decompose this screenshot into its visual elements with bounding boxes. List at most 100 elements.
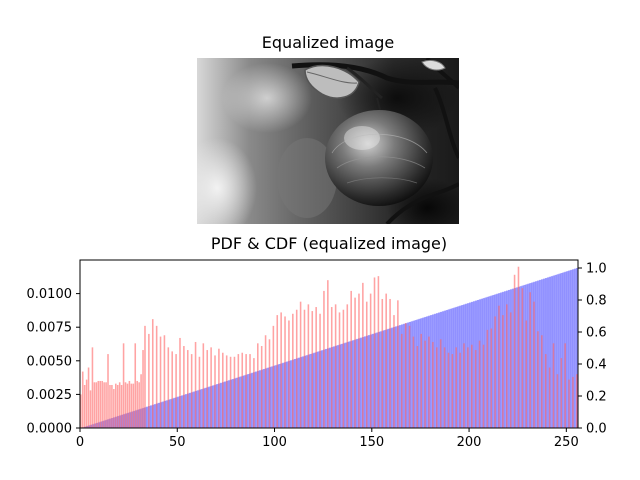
pdf-bar bbox=[101, 380, 103, 428]
cdf-bar bbox=[165, 400, 168, 428]
y-left-tick-label: 0.0075 bbox=[27, 321, 73, 336]
pdf-bar bbox=[202, 343, 205, 428]
pdf-bar bbox=[327, 280, 329, 428]
pdf-bar bbox=[237, 354, 240, 428]
pdf-bar bbox=[142, 350, 144, 428]
pdf-bar bbox=[564, 343, 566, 428]
x-tick-label: 0 bbox=[76, 435, 84, 450]
pdf-bar bbox=[109, 384, 111, 428]
pdf-bar bbox=[272, 325, 275, 428]
pdf-bar bbox=[122, 343, 125, 428]
cdf-bar bbox=[519, 286, 522, 428]
pdf-bar bbox=[210, 347, 212, 428]
cdf-bar bbox=[469, 302, 472, 428]
pdf-bar bbox=[103, 382, 105, 428]
pdf-bar bbox=[87, 367, 90, 428]
cdf-bar bbox=[492, 294, 495, 428]
cdf-bar bbox=[566, 271, 569, 428]
cdf-bar bbox=[507, 289, 511, 428]
cdf-bar bbox=[325, 348, 328, 428]
cdf-bar bbox=[410, 321, 413, 428]
cdf-bar bbox=[251, 372, 254, 428]
y-right-tick-label: 0.6 bbox=[586, 326, 607, 341]
cdf-bar bbox=[329, 347, 332, 428]
pdf-bar bbox=[381, 298, 384, 428]
pdf-bar bbox=[253, 358, 255, 428]
cdf-bar bbox=[188, 392, 192, 428]
pdf-bar bbox=[175, 354, 177, 428]
cdf-bar bbox=[574, 268, 577, 428]
pdf-bar bbox=[111, 384, 113, 428]
cdf-bar bbox=[546, 277, 550, 428]
pdf-bar bbox=[218, 348, 220, 428]
pdf-bar bbox=[144, 325, 146, 428]
pdf-bar bbox=[420, 333, 422, 428]
cdf-bar bbox=[568, 270, 571, 428]
pdf-bar bbox=[323, 290, 325, 428]
pdf-bar bbox=[354, 297, 356, 428]
pdf-bar bbox=[155, 325, 158, 428]
pdf-bar bbox=[494, 316, 496, 428]
pdf-bar bbox=[432, 341, 434, 428]
cdf-bar bbox=[480, 298, 483, 428]
pdf-bar bbox=[148, 333, 150, 428]
x-tick-label: 150 bbox=[359, 435, 384, 450]
pdf-bar bbox=[245, 354, 247, 428]
cdf-bar bbox=[488, 296, 491, 428]
pdf-bar bbox=[80, 394, 82, 428]
pdf-bar bbox=[81, 371, 84, 428]
cdf-bar bbox=[445, 310, 448, 428]
y-left-tick-label: 0.0100 bbox=[27, 287, 73, 302]
cdf-bar bbox=[418, 318, 421, 428]
pdf-bar bbox=[167, 347, 170, 428]
cdf-bar bbox=[266, 367, 269, 428]
cdf-bar bbox=[344, 342, 347, 428]
cdf-bar bbox=[472, 301, 476, 428]
cdf-bar bbox=[332, 346, 336, 428]
pdf-bar bbox=[478, 340, 481, 428]
cdf-bar bbox=[558, 273, 561, 428]
equalized-apple-photo bbox=[197, 58, 459, 224]
pdf-bar bbox=[568, 379, 570, 428]
y-right-tick-label: 0.8 bbox=[586, 294, 607, 309]
pdf-bar bbox=[319, 313, 321, 428]
pdf-bar bbox=[163, 335, 166, 428]
x-tick-label: 50 bbox=[169, 435, 186, 450]
cdf-bar bbox=[208, 386, 211, 428]
pdf-bar bbox=[288, 320, 290, 428]
cdf-bar bbox=[153, 404, 157, 428]
cdf-bar bbox=[243, 375, 246, 428]
pdf-bar bbox=[214, 355, 216, 428]
pdf-bar bbox=[116, 384, 119, 428]
cdf-bar bbox=[560, 273, 563, 428]
y-right-tick-label: 1.0 bbox=[586, 262, 607, 277]
cdf-bar bbox=[531, 282, 534, 428]
left-y-axis-ticks: 0.0000 0.0025 0.0050 0.0075 0.0100 bbox=[27, 287, 80, 437]
pdf-series bbox=[80, 266, 578, 428]
cdf-bar bbox=[290, 360, 293, 428]
pdf-bar bbox=[222, 352, 224, 428]
cdf-bar bbox=[504, 291, 507, 428]
cdf-bar bbox=[576, 268, 579, 428]
right-y-axis-ticks: 0.0 0.2 0.4 0.6 0.8 1.0 bbox=[578, 262, 607, 437]
pdf-bar bbox=[97, 380, 100, 428]
cdf-bar bbox=[223, 381, 227, 428]
cdf-bar bbox=[313, 352, 316, 428]
cdf-bar bbox=[570, 269, 573, 428]
pdf-bar bbox=[303, 309, 306, 428]
pdf-bar bbox=[451, 354, 454, 428]
pdf-bar bbox=[428, 336, 430, 428]
pdf-bar bbox=[424, 340, 426, 428]
pdf-bar bbox=[83, 384, 86, 428]
cdf-bar bbox=[379, 331, 382, 428]
cdf-bar bbox=[383, 330, 386, 428]
cdf-bar bbox=[367, 335, 371, 428]
cdf-bar bbox=[426, 316, 429, 428]
cdf-bar bbox=[387, 328, 390, 428]
pdf-bar bbox=[365, 301, 368, 428]
cdf-bar bbox=[441, 311, 445, 428]
pdf-bar bbox=[482, 344, 485, 428]
pdf-bar bbox=[113, 389, 115, 428]
pdf-bar bbox=[225, 355, 228, 428]
pdf-bar bbox=[560, 358, 563, 428]
